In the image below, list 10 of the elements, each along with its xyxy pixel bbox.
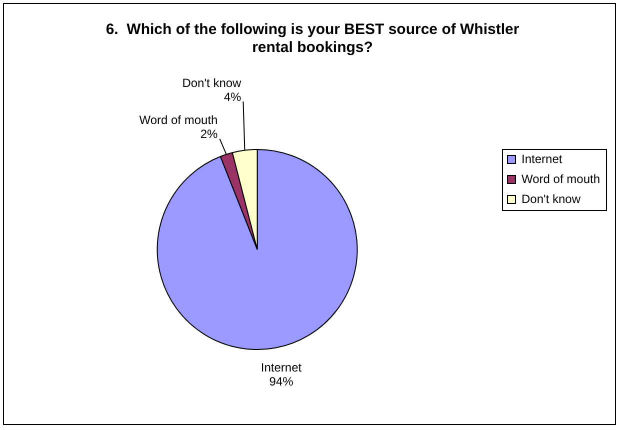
chart-title: 6. Which of the following is your BEST source of Whistler rental bookings? [106, 21, 520, 56]
data-label: 4% [224, 90, 242, 104]
data-label: 2% [200, 127, 218, 142]
legend-label: Word of mouth [522, 172, 600, 186]
slice-label: Word of mouth [139, 113, 218, 128]
legend-label: Don't know [522, 192, 581, 206]
slice-label: Don't know [182, 76, 242, 90]
data-label: 94% [269, 374, 294, 389]
slice-label: Internet [260, 360, 302, 375]
legend-label: Internet [522, 152, 563, 166]
